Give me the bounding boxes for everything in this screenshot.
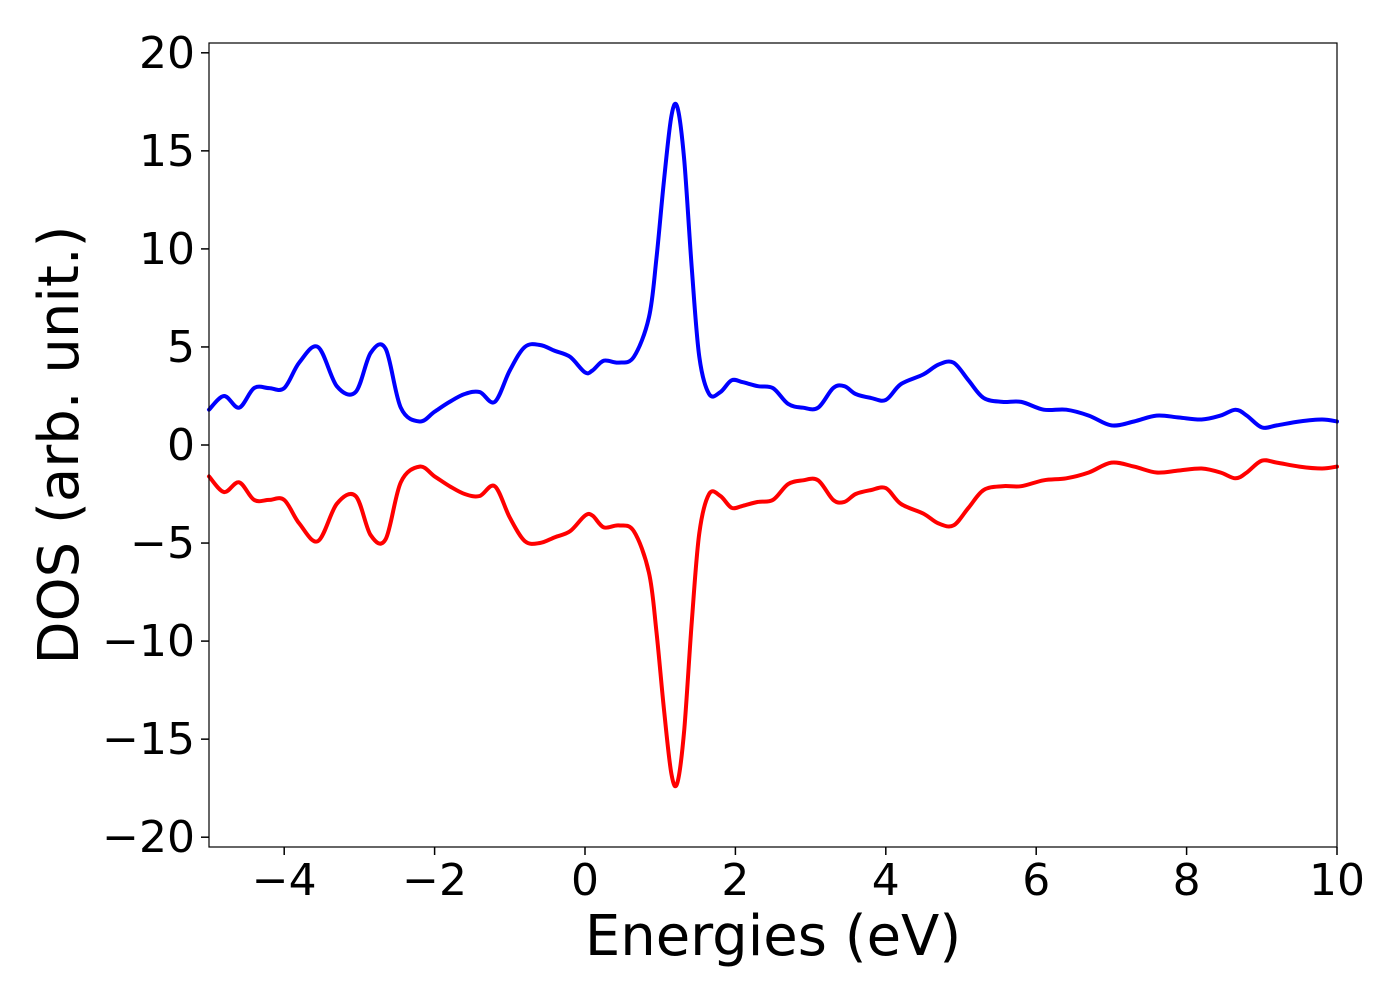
- y-axis-label: DOS (arb. unit.): [27, 225, 92, 664]
- x-tick-label: 4: [872, 855, 900, 906]
- x-tick-label: 8: [1173, 855, 1201, 906]
- y-tick-label: 15: [139, 126, 195, 177]
- y-axis: −20 −15 −10 −5 0 5 10 15 20: [102, 28, 209, 863]
- series-line-red: [207, 458, 1339, 789]
- series-line-blue: [207, 101, 1339, 430]
- y-tick-label: −20: [102, 812, 195, 863]
- series-layer: [207, 101, 1339, 789]
- x-tick-label: 10: [1309, 855, 1365, 906]
- y-tick-label: 20: [139, 28, 195, 79]
- x-tick-label: 0: [571, 855, 599, 906]
- x-tick-label: 2: [721, 855, 749, 906]
- x-axis: −4 −2 0 2 4 6 8 10: [252, 847, 1365, 906]
- y-tick-label: −5: [130, 518, 195, 569]
- y-tick-label: −15: [102, 714, 195, 765]
- x-axis-label: Energies (eV): [585, 904, 961, 969]
- y-tick-label: 0: [167, 420, 195, 471]
- plot-frame: [208, 42, 1338, 848]
- y-tick-label: 10: [139, 224, 195, 275]
- x-tick-label: −4: [252, 855, 317, 906]
- y-tick-label: 5: [167, 322, 195, 373]
- y-tick-label: −10: [102, 616, 195, 667]
- x-tick-label: 6: [1022, 855, 1050, 906]
- x-tick-label: −2: [402, 855, 467, 906]
